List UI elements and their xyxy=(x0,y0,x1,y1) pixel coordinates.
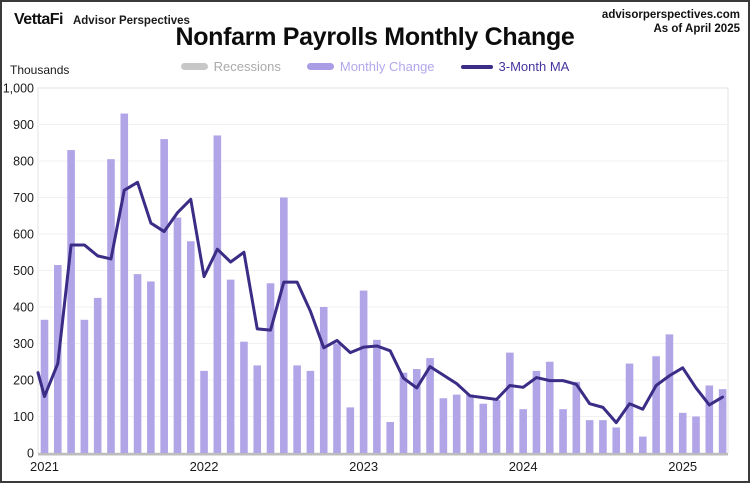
page-title: Nonfarm Payrolls Monthly Change xyxy=(175,23,575,51)
bar-2021-06 xyxy=(107,159,115,454)
bar-2023-03 xyxy=(386,421,394,453)
bar-2024-04 xyxy=(559,409,567,453)
y-tick-label: 500 xyxy=(13,264,34,278)
bar-2024-11 xyxy=(652,356,660,453)
bar-2023-08 xyxy=(452,394,461,453)
as-of-date: As of April 2025 xyxy=(653,23,741,36)
bar-2022-10 xyxy=(319,307,328,453)
bar-2024-09 xyxy=(625,363,634,453)
bar-2021-09 xyxy=(147,281,155,453)
bar-2022-05 xyxy=(253,365,262,453)
y-tick-label: 400 xyxy=(13,301,34,315)
bar-2021-01 xyxy=(40,319,49,453)
ma-line xyxy=(36,180,725,425)
bar-2022-12 xyxy=(346,407,355,454)
bar-2023-11 xyxy=(492,400,501,453)
bar-2023-09 xyxy=(466,394,474,453)
x-axis-baseline xyxy=(38,453,728,456)
bar-2023-10 xyxy=(479,403,488,453)
source-block: advisorperspectives.com As of April 2025 xyxy=(602,8,740,37)
y-tick-label: 800 xyxy=(13,155,34,169)
y-tick-label: 700 xyxy=(13,191,34,205)
y-tick-label: 0 xyxy=(27,447,34,461)
legend-item-3-month-ma: 3-Month MA xyxy=(460,59,570,74)
ma-line-swatch-icon xyxy=(460,64,493,69)
bar-2021-04 xyxy=(80,319,89,453)
bar-2022-09 xyxy=(306,370,315,454)
bar-2025-04 xyxy=(718,389,727,454)
bar-2024-02 xyxy=(532,370,541,454)
bar-2025-01 xyxy=(678,412,687,453)
bar-2023-02 xyxy=(373,339,381,453)
bar-2023-12 xyxy=(506,352,514,454)
bar-2022-02 xyxy=(213,135,222,453)
bar-2024-08 xyxy=(612,427,621,453)
x-tick-label: 2021 xyxy=(30,459,59,474)
bar-2024-10 xyxy=(639,436,647,453)
x-tick-label: 2025 xyxy=(668,459,697,474)
legend-item-recessions: Recessions xyxy=(180,59,281,74)
legend-label: Monthly Change xyxy=(339,59,435,74)
bar-2024-05 xyxy=(572,381,581,453)
bar-2021-05 xyxy=(93,297,102,454)
bar-2024-12 xyxy=(665,334,674,454)
bar-2025-03 xyxy=(705,385,714,453)
y-tick-label: 1,000 xyxy=(3,82,34,96)
bar-2024-01 xyxy=(519,409,527,453)
bar-2021-11 xyxy=(173,217,182,453)
x-tick-label: 2022 xyxy=(190,459,219,474)
legend-label: 3-Month MA xyxy=(498,59,570,74)
legend-item-monthly-change: Monthly Change xyxy=(306,59,435,74)
vettafi-logo-text: VettaFi xyxy=(14,11,63,28)
advisor-perspectives-label: Advisor Perspectives xyxy=(72,15,190,27)
bar-2021-08 xyxy=(133,274,142,453)
bar-2024-03 xyxy=(545,361,554,453)
legend: Recessions Monthly Change 3-Month MA xyxy=(2,59,748,74)
bar-2024-06 xyxy=(585,420,594,453)
y-tick-label: 100 xyxy=(13,410,34,424)
bar-2022-01 xyxy=(200,370,208,454)
bar-2023-07 xyxy=(439,398,448,453)
bar-2023-04 xyxy=(399,372,408,453)
monthly-change-swatch-icon xyxy=(306,63,334,70)
bar-2021-10 xyxy=(160,139,168,453)
y-tick-label: 600 xyxy=(13,228,34,242)
y-tick-label: 200 xyxy=(13,374,34,388)
bar-2022-04 xyxy=(240,341,248,453)
bar-2022-03 xyxy=(226,279,235,454)
bar-2022-06 xyxy=(266,283,275,453)
vettafi-logo: VettaFi Advisor Perspectives xyxy=(14,11,190,29)
bar-2021-07 xyxy=(120,113,129,454)
recessions-swatch-icon xyxy=(180,63,208,70)
x-tick-label: 2023 xyxy=(349,459,378,474)
y-tick-label: 300 xyxy=(13,337,34,351)
bar-2021-03 xyxy=(67,150,75,454)
y-tick-label: 900 xyxy=(13,118,34,132)
bar-2021-12 xyxy=(186,241,195,453)
bar-2022-08 xyxy=(293,365,301,453)
bar-2023-06 xyxy=(426,358,434,453)
y-axis-title: Thousands xyxy=(10,63,70,77)
x-tick-label: 2024 xyxy=(509,459,538,474)
bar-2023-01 xyxy=(359,290,368,453)
bar-2024-07 xyxy=(599,420,607,453)
bar-2025-02 xyxy=(692,416,700,453)
source-site: advisorperspectives.com xyxy=(601,9,740,21)
bar-2022-07 xyxy=(280,197,288,453)
bar-2022-11 xyxy=(333,343,341,453)
legend-label: Recessions xyxy=(213,59,281,74)
bar-2023-05 xyxy=(412,369,421,453)
